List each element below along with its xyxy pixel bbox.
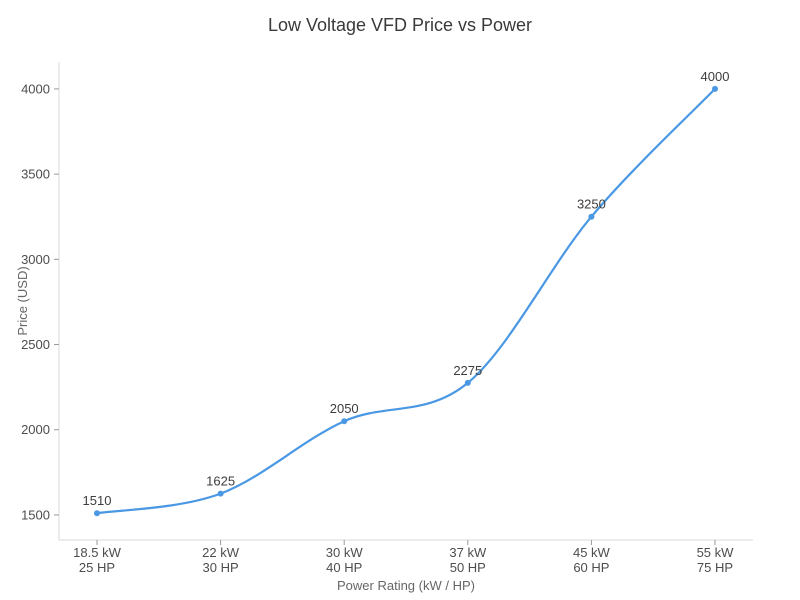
data-point-marker [341, 418, 348, 425]
x-tick-label-hp: 40 HP [326, 560, 362, 575]
y-tick-label: 4000 [21, 81, 50, 96]
x-tick-label-hp: 30 HP [203, 560, 239, 575]
x-tick-label-hp: 75 HP [697, 560, 733, 575]
data-point-marker [712, 85, 718, 92]
x-tick-label-kw: 45 kW [573, 545, 611, 560]
data-point-marker [217, 490, 224, 497]
x-tick-label-hp: 25 HP [79, 560, 115, 575]
x-tick-label-hp: 50 HP [450, 560, 486, 575]
series-line [95, 87, 717, 515]
y-tick-label: 1500 [21, 507, 50, 522]
point-label: 1625 [206, 474, 235, 489]
y-tick-label: 3000 [21, 252, 50, 267]
y-axis-title: Price (USD) [15, 266, 30, 335]
chart-title: Low Voltage VFD Price vs Power [268, 15, 532, 35]
point-label: 3250 [577, 197, 606, 212]
x-tick-label-kw: 18.5 kW [73, 545, 121, 560]
x-tick-label-kw: 55 kW [697, 545, 735, 560]
x-tick-label-kw: 37 kW [449, 545, 487, 560]
point-label: 4000 [701, 69, 730, 84]
y-tick-label: 3500 [21, 167, 50, 182]
y-tick-label: 2000 [21, 422, 50, 437]
point-label: 2275 [453, 363, 482, 378]
point-label: 1510 [83, 493, 112, 508]
x-tick-label-kw: 22 kW [202, 545, 240, 560]
point-label: 2050 [330, 401, 359, 416]
data-point-marker [464, 379, 471, 386]
y-tick-label: 2500 [21, 337, 50, 352]
data-point-marker [94, 510, 100, 517]
x-tick-label-kw: 30 kW [326, 545, 364, 560]
x-axis-title: Power Rating (kW / HP) [337, 578, 475, 593]
data-point-marker [588, 213, 595, 220]
x-tick-label-hp: 60 HP [573, 560, 609, 575]
